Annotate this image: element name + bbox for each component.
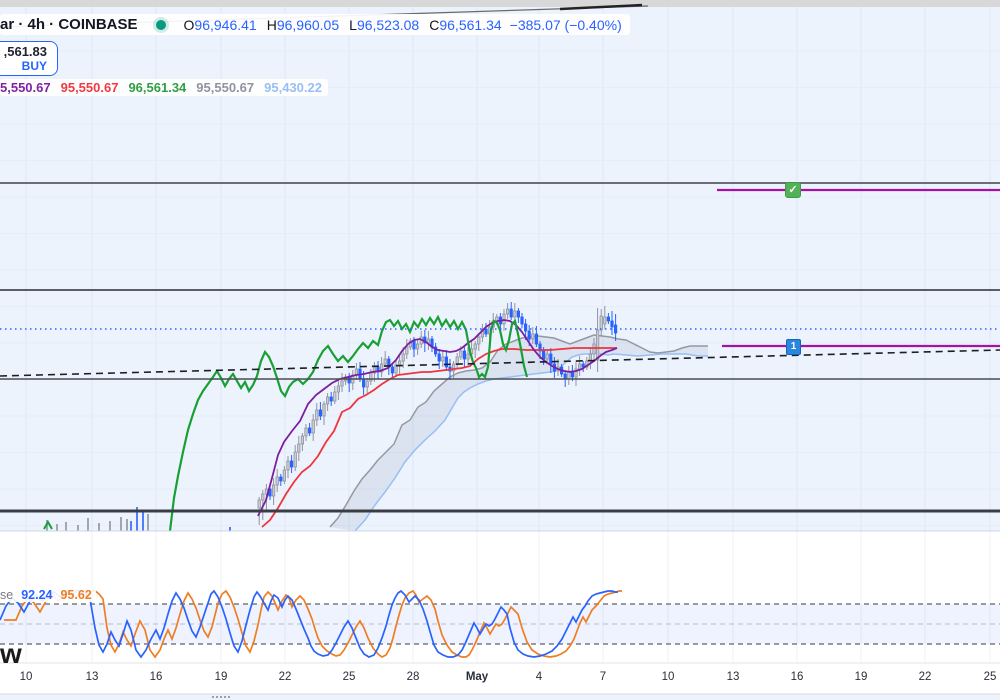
ichimoku-value-0: 5,550.67 xyxy=(0,80,51,95)
x-axis-label: 22 xyxy=(278,671,292,683)
market-status-icon[interactable] xyxy=(155,19,166,30)
ohlc-open-letter: O xyxy=(183,16,195,33)
x-axis-label: 19 xyxy=(214,671,228,683)
stoch-rsi-legend[interactable]: se 92.24 95.62 xyxy=(0,588,96,602)
x-axis-label: 28 xyxy=(406,671,420,683)
x-axis-label: 25 xyxy=(342,671,356,683)
ichimoku-value-4: 95,430.22 xyxy=(264,80,322,95)
ichimoku-value-2: 96,561.34 xyxy=(128,80,187,95)
x-axis-label: 13 xyxy=(85,671,99,683)
stoch-k-value: 92.24 xyxy=(21,588,53,602)
ohlc-high-letter: H xyxy=(266,16,277,33)
price-change: −385.07 (−0.40%) xyxy=(509,16,622,33)
stoch-k-line xyxy=(0,588,618,659)
time-axis[interactable]: 10 13 16 19 22 25 28 May 4 7 10 13 16 19 22 25 xyxy=(0,663,1000,694)
ohlc-low-letter: L xyxy=(349,16,357,33)
x-axis-label: 25 xyxy=(983,671,997,683)
stoch-d-line xyxy=(4,588,622,659)
x-axis-label: 16 xyxy=(790,671,804,683)
x-axis-label: 7 xyxy=(599,671,607,683)
x-axis-label: 19 xyxy=(854,671,868,683)
stoch-pane xyxy=(0,588,1000,659)
ohlc-open-value: 96,946.41 xyxy=(194,16,257,33)
user-drawings xyxy=(717,188,1000,348)
x-axis-label: 4 xyxy=(535,671,543,683)
x-axis-label: 10 xyxy=(661,671,675,683)
ohlc-close-value: 96,561.34 xyxy=(439,16,502,33)
watermark-text: w xyxy=(0,638,22,669)
ichimoku-value-3: 95,550.67 xyxy=(196,80,255,95)
ichimoku-value-1: 95,550.67 xyxy=(60,80,119,95)
ohlc-high-value: 96,960.05 xyxy=(276,16,340,33)
ohlc-values: O96,946.41 H96,960.05 L96,523.08 C96,561… xyxy=(184,17,502,33)
ohlc-low-value: 96,523.08 xyxy=(356,16,420,33)
x-axis-label: 13 xyxy=(726,671,740,683)
x-axis-label: 10 xyxy=(19,671,33,683)
symbol-title[interactable]: ar · 4h · COINBASE xyxy=(0,16,138,33)
chart-legend[interactable]: ar · 4h · COINBASE O96,946.41 H96,960.05… xyxy=(0,14,630,35)
x-axis-label: 16 xyxy=(149,671,163,683)
stoch-d-value: 95.62 xyxy=(60,588,92,602)
ohlc-close-letter: C xyxy=(429,16,440,33)
buy-price: ,561.83 xyxy=(3,43,47,59)
drawing-label-1[interactable]: 1 xyxy=(786,339,801,355)
x-axis-label: May xyxy=(465,671,489,683)
stoch-label-tail: se xyxy=(0,588,14,602)
x-axis-label: 22 xyxy=(918,671,932,683)
buy-label: BUY xyxy=(21,58,47,73)
buy-button[interactable]: ,561.83 BUY xyxy=(0,41,58,76)
drawing-checkbox-icon[interactable]: ✓ xyxy=(785,182,801,198)
ichimoku-values-row[interactable]: 5,550.67 95,550.67 96,561.34 95,550.67 95,43… xyxy=(0,79,328,96)
grid-lines xyxy=(0,7,1000,663)
